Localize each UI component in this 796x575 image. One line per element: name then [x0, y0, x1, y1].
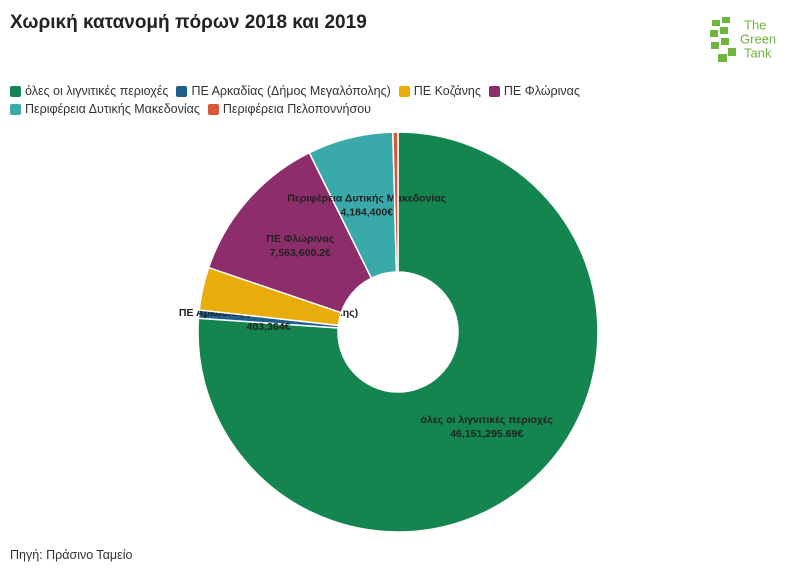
- logo-tile: [712, 20, 720, 26]
- data-label: 403,364€: [247, 321, 291, 333]
- source: Πηγή: Πράσινο Ταμείο: [10, 548, 133, 562]
- slice-label: ΠΕ Αρκαδίας (Δήμος Μεγαλόπολης): [179, 307, 358, 319]
- donut-slice: [207, 151, 373, 314]
- logo-tile: [711, 42, 719, 49]
- legend-label: ΠΕ Κοζάνης: [413, 84, 481, 98]
- legend-item: Περιφέρεια Δυτικής Μακεδονίας: [10, 102, 200, 116]
- legend-label: Περιφέρεια Πελοποννήσου: [222, 102, 372, 116]
- legend-swatch: [488, 85, 500, 97]
- donut-slice: [197, 309, 340, 329]
- slice-label: Περιφέρεια Δυτικής Μακεδονίας: [287, 193, 447, 205]
- logo-text: The: [744, 17, 766, 32]
- logo-text: Green: [740, 31, 776, 46]
- legend-swatch: [207, 103, 219, 115]
- legend-label: ΠΕ Αρκαδίας (Δήμος Μεγαλόπολης): [191, 84, 391, 98]
- legend-label: όλες οι λιγνιτικές περιοχές: [25, 84, 169, 98]
- data-label: 4,184,400€: [340, 207, 393, 219]
- logo-tile: [718, 54, 727, 62]
- data-label: 46,151,295.69€: [450, 428, 523, 440]
- legend-item: όλες οι λιγνιτικές περιοχές: [10, 84, 168, 98]
- donut-slice: [392, 131, 399, 273]
- legend-item: ΠΕ Φλώρινας: [488, 84, 580, 98]
- legend-item: Περιφέρεια Πελοποννήσου: [207, 102, 372, 116]
- legend: όλες οι λιγνιτικές περιοχές ΠΕ Αρκαδίας (…: [10, 84, 630, 116]
- logo-tile: [728, 48, 736, 56]
- logo-tile: [720, 27, 728, 34]
- logo-tile: [722, 17, 730, 23]
- legend-swatch: [10, 103, 21, 115]
- legend-label: Περιφέρεια Δυτικής Μακεδονίας: [25, 102, 200, 116]
- donut-slice: [197, 131, 599, 533]
- logo-tile: [710, 30, 718, 37]
- data-label: 7,563,600.2€: [270, 247, 331, 259]
- slice-label: ΠΕ Φλώρινας: [266, 233, 334, 245]
- legend-swatch: [10, 85, 21, 97]
- logo-tile: [721, 38, 729, 45]
- chart-title: Χωρική κατανομή πόρων 2018 και 2019: [10, 12, 367, 33]
- donut-slice: [198, 266, 343, 327]
- legend-item: ΠΕ Κοζάνης: [398, 84, 481, 98]
- legend-item: ΠΕ Αρκαδίας (Δήμος Μεγαλόπολης): [176, 84, 391, 98]
- slice-label: όλες οι λιγνιτικές περιοχές: [420, 414, 553, 426]
- donut-slice: [308, 131, 398, 280]
- legend-swatch: [176, 85, 188, 97]
- legend-label: ΠΕ Φλώρινας: [503, 84, 580, 98]
- legend-swatch: [398, 85, 410, 97]
- logo-text: Tank: [744, 45, 772, 60]
